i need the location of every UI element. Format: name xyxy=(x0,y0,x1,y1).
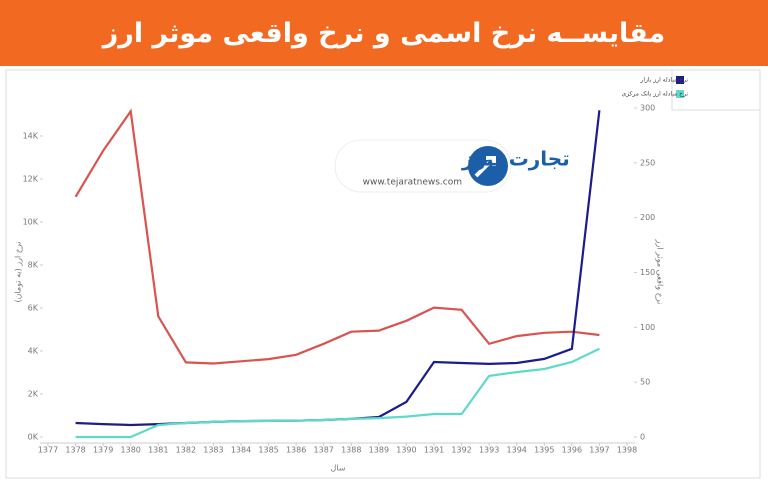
logo-url: www.tejaratnews.com xyxy=(363,178,462,188)
logo-box xyxy=(334,139,512,193)
x-tick-label: 1382 xyxy=(176,446,196,455)
x-tick-label: 1398 xyxy=(617,446,637,455)
chart-title: مقایســه نرخ اسمی و نرخ واقعی موثر ارز xyxy=(0,0,768,66)
y-axis-label: نرخ ارز (به تومان) xyxy=(14,241,23,302)
x-tick-label: 1391 xyxy=(424,446,444,455)
y2-tick-label: 200 xyxy=(640,213,655,222)
x-tick-label: 1388 xyxy=(341,446,361,455)
x-tick-label: 1390 xyxy=(396,446,416,455)
y2-tick-label: 0 xyxy=(640,433,645,442)
y2-tick-label: 100 xyxy=(640,323,655,332)
legend-box xyxy=(671,69,761,111)
y-tick-label: 14K xyxy=(23,131,39,140)
x-tick-label: 1386 xyxy=(286,446,306,455)
logo-arrow xyxy=(474,156,496,178)
series-line xyxy=(75,347,600,439)
x-tick-label: 1379 xyxy=(93,446,113,455)
y-tick-label: 12K xyxy=(23,174,39,183)
y-tick-label: 0K xyxy=(28,433,39,442)
logo xyxy=(334,139,512,193)
x-tick-label: 1378 xyxy=(65,446,85,455)
x-tick-label: 1383 xyxy=(203,446,223,455)
x-tick-label: 1377 xyxy=(38,446,58,455)
legend-swatch xyxy=(676,76,684,84)
y-tick-label: 10K xyxy=(23,217,39,226)
x-tick-label: 1392 xyxy=(451,446,471,455)
y-tick-label: 8K xyxy=(28,260,39,269)
x-tick-label: 1381 xyxy=(148,446,168,455)
series-line xyxy=(74,108,600,365)
x-tick-label: 1394 xyxy=(507,446,527,455)
y-tick-label: 6K xyxy=(28,303,39,312)
legend-label: نرخ مبادله ارز بازار xyxy=(639,77,688,84)
x-tick-label: 1387 xyxy=(314,446,334,455)
x-tick-label: 1384 xyxy=(231,446,251,455)
x-tick-label: 1389 xyxy=(369,446,389,455)
x-tick-label: 1393 xyxy=(479,446,499,455)
logo-text: تجارت نیوز xyxy=(461,147,570,171)
legend-label: نرخ مبادله ارز بانک مرکزی xyxy=(622,91,689,98)
y-tick-label: 4K xyxy=(28,346,39,355)
y2-tick-label: 50 xyxy=(640,378,650,387)
x-tick-label: 1397 xyxy=(589,446,609,455)
x-tick-label: 1396 xyxy=(562,446,582,455)
x-tick-label: 1385 xyxy=(258,446,278,455)
chart: نرخ مبادله ارز بازار نرخ مبادله ارز بانک … xyxy=(5,69,761,479)
y2-tick-label: 300 xyxy=(640,104,655,113)
y2-tick-label: 150 xyxy=(640,268,655,277)
legend-swatch xyxy=(676,90,684,98)
x-tick-label: 1380 xyxy=(121,446,141,455)
y2-axis-label: نرخ واقعی موثر ارز xyxy=(656,239,665,305)
legend: نرخ مبادله ارز بازار نرخ مبادله ارز بانک … xyxy=(622,69,761,111)
x-tick-label: 1395 xyxy=(534,446,554,455)
x-axis-label: سال xyxy=(331,464,346,473)
y-tick-label: 2K xyxy=(28,389,39,398)
y2-tick-label: 250 xyxy=(640,158,655,167)
plot-frame xyxy=(5,69,761,479)
